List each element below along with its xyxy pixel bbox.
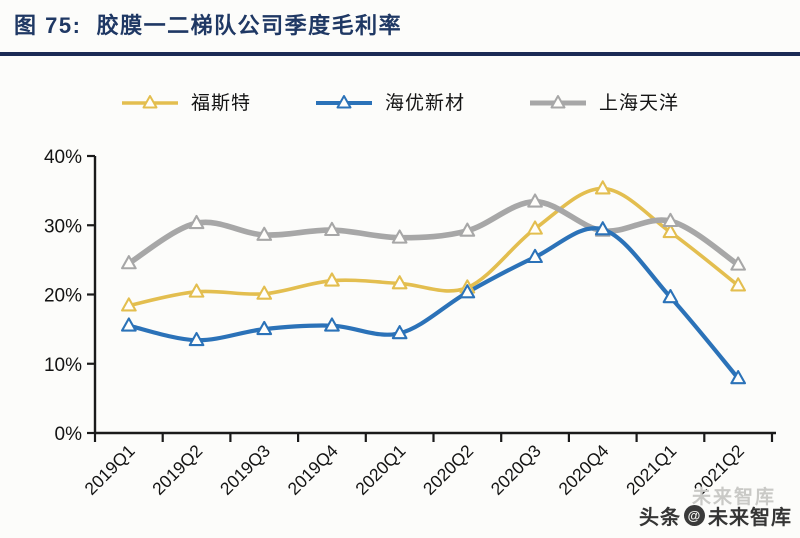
data-point-marker	[256, 285, 273, 300]
data-point-marker	[527, 193, 543, 208]
chart-legend: 福斯特 海优新材 上海天洋	[0, 88, 800, 115]
x-axis-label: 2019Q4	[284, 441, 342, 499]
watermark-ghost-text: 未来智库	[691, 487, 776, 508]
legend-line-triangle-icon	[315, 94, 372, 108]
data-point-marker	[188, 331, 205, 347]
legend-label: 福斯特	[190, 93, 251, 114]
data-point-marker	[324, 272, 340, 287]
y-axis-label: 0%	[55, 424, 83, 445]
x-axis-label: 2019Q1	[80, 441, 138, 499]
x-axis-label: 2020Q1	[351, 441, 409, 499]
legend-item-tianyang: 上海天洋	[529, 88, 679, 115]
x-axis-label: 2020Q3	[487, 441, 545, 499]
legend-item-foster: 福斯特	[121, 88, 251, 115]
x-axis-label: 2019Q3	[216, 441, 274, 499]
watermark: 未来智库 头条 @ 未来智库	[577, 484, 792, 530]
series-line-1	[126, 226, 741, 381]
data-point-marker	[121, 317, 137, 332]
watermark-suffix: 未来智库	[708, 507, 792, 529]
data-point-marker	[594, 221, 611, 236]
data-point-marker	[459, 222, 476, 237]
data-point-marker	[324, 221, 340, 237]
data-point-marker	[391, 325, 408, 340]
data-point-marker	[459, 284, 476, 299]
data-point-marker	[121, 297, 137, 312]
data-point-marker	[391, 275, 408, 290]
data-point-marker	[594, 180, 611, 195]
series-line-2	[126, 198, 741, 268]
legend-line-triangle-icon	[121, 94, 178, 108]
data-point-marker	[256, 226, 273, 241]
title-divider	[0, 52, 800, 56]
data-point-marker	[324, 317, 340, 332]
data-point-marker	[391, 229, 408, 244]
data-point-marker	[730, 370, 746, 385]
x-axis-label: 2020Q2	[419, 441, 477, 499]
data-point-marker	[121, 255, 137, 270]
data-point-marker	[188, 283, 205, 298]
figure-title: 图 75: 胶膜一二梯队公司季度毛利率	[14, 13, 403, 38]
watermark-prefix: 头条	[639, 507, 681, 529]
y-axis-label: 40%	[44, 147, 82, 168]
y-axis-label: 20%	[44, 286, 82, 307]
y-axis-label: 30%	[44, 216, 82, 237]
legend-line-triangle-icon	[530, 94, 586, 108]
watermark-logo-icon: @	[684, 505, 705, 526]
data-point-marker	[527, 248, 543, 264]
legend-label: 海优新材	[384, 93, 465, 114]
data-point-marker	[188, 214, 205, 230]
series-line-0	[127, 186, 740, 308]
data-point-marker	[662, 289, 679, 304]
x-axis-label: 2019Q2	[148, 441, 206, 499]
legend-item-haiyou: 海优新材	[315, 88, 465, 115]
data-point-marker	[730, 277, 746, 292]
y-axis-label: 10%	[44, 355, 82, 376]
data-point-marker	[256, 320, 273, 336]
legend-label: 上海天洋	[599, 93, 680, 114]
data-point-marker	[662, 212, 679, 228]
data-point-marker	[730, 256, 746, 271]
data-point-marker	[527, 220, 543, 235]
watermark-main-text: 头条 @ 未来智库	[639, 501, 792, 530]
data-point-marker	[662, 223, 679, 239]
